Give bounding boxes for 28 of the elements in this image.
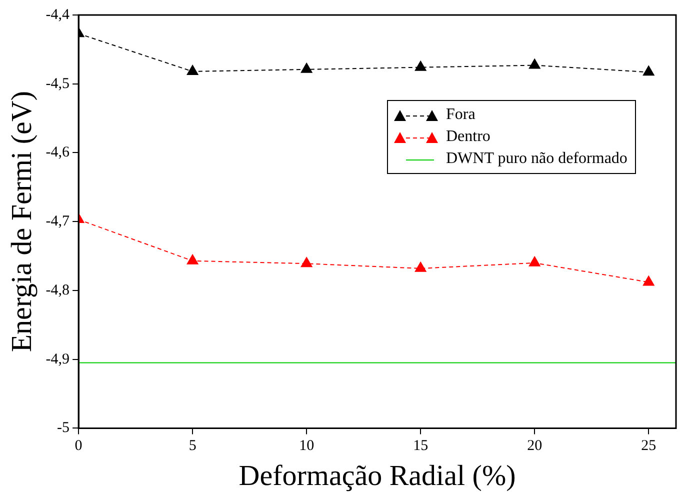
y-tick-label: -4,9 — [46, 351, 70, 368]
x-tick-label: 5 — [188, 438, 196, 454]
y-tick-label: -4,4 — [46, 6, 70, 23]
x-tick-label: 20 — [527, 438, 542, 454]
point — [300, 62, 312, 73]
x-tick-label: 10 — [299, 438, 314, 454]
point — [642, 276, 654, 286]
y-axis-title: Energia de Fermi (eV) — [6, 91, 38, 352]
y-tick-label: -4,5 — [46, 76, 70, 92]
legend-label: DWNT puro não deformado — [446, 150, 628, 168]
point — [414, 60, 426, 71]
x-axis-title: Deformação Radial (%) — [238, 460, 516, 492]
legend-label: Fora — [446, 106, 476, 124]
y-tick-label: -4,6 — [46, 144, 70, 161]
y-tick-label: -4,8 — [46, 282, 70, 298]
y-tick-label: -5 — [57, 420, 70, 436]
point — [300, 257, 312, 268]
x-tick-label: 0 — [74, 438, 82, 454]
legend-label: Dentro — [446, 128, 490, 146]
point — [186, 64, 198, 75]
point — [642, 66, 654, 76]
point — [528, 256, 540, 266]
x-tick-label: 15 — [413, 438, 428, 454]
point — [414, 262, 426, 272]
x-tick-label: 25 — [641, 438, 656, 454]
y-tick-label: -4,7 — [46, 214, 70, 230]
point — [528, 58, 540, 69]
point — [186, 254, 198, 264]
